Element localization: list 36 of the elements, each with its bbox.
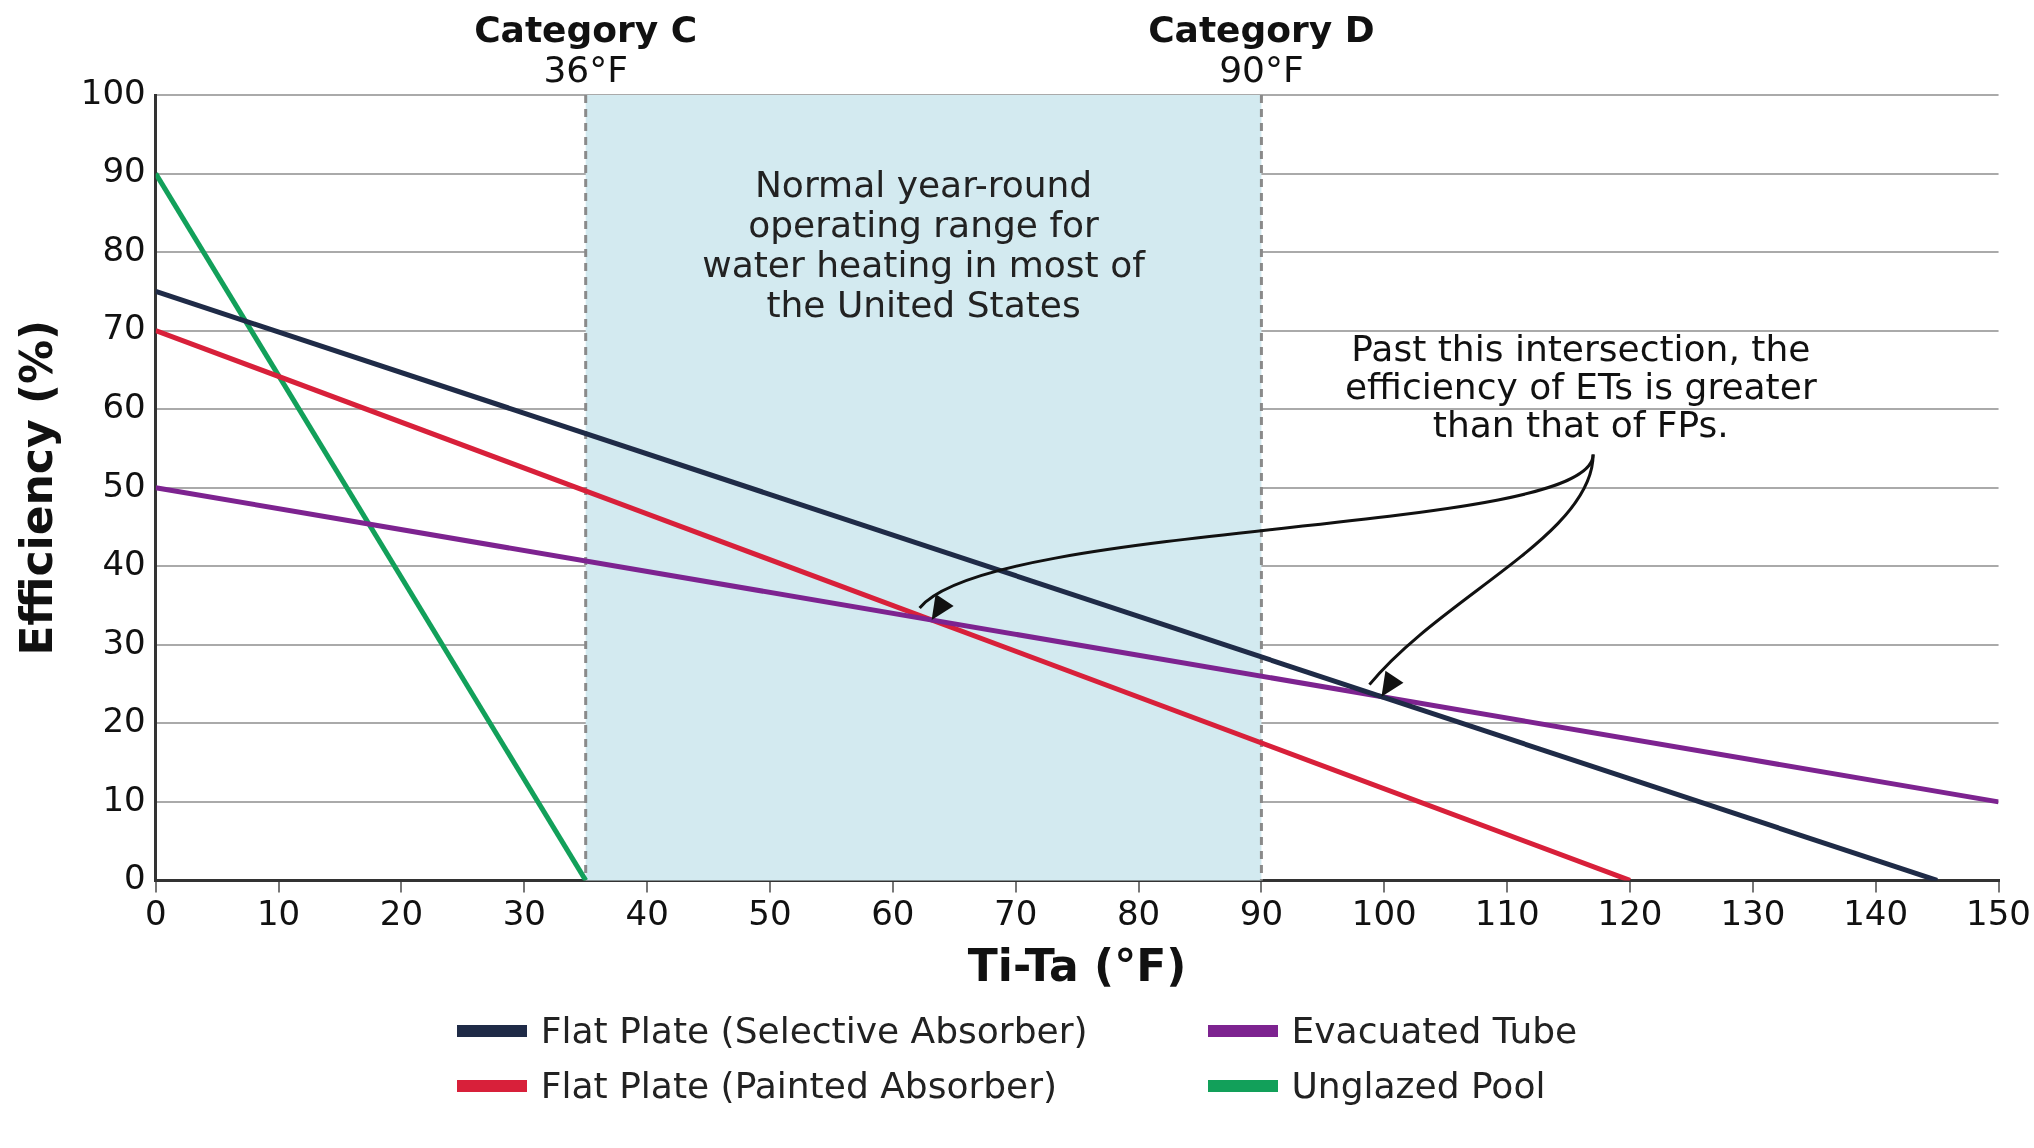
x-tick-label: 110 — [1474, 892, 1540, 933]
x-tick-label: 90 — [1239, 892, 1284, 933]
ref-line-label: Category C 36°F — [474, 9, 698, 91]
y-axis-title: Efficiency (%) — [10, 319, 62, 656]
x-tick-label: 20 — [379, 892, 424, 933]
x-tick-label: 130 — [1720, 892, 1786, 933]
y-tick-label: 60 — [102, 385, 146, 426]
legend-label: Flat Plate (Painted Absorber) — [540, 1065, 1058, 1106]
x-tick-label: 60 — [871, 892, 915, 933]
legend-label: Evacuated Tube — [1291, 1010, 1578, 1051]
y-tick-label: 50 — [102, 464, 146, 505]
y-tick-label: 40 — [102, 543, 146, 584]
x-tick-label: 10 — [256, 892, 301, 933]
x-tick-label: 150 — [1966, 892, 2032, 933]
y-tick-label: 90 — [102, 150, 146, 191]
y-tick-label: 100 — [80, 71, 146, 112]
y-tick-label: 20 — [102, 700, 146, 741]
legend-label: Unglazed Pool — [1291, 1065, 1546, 1106]
y-tick-label: 10 — [102, 778, 146, 819]
band-label: Normal year-round operating range for water heating in most of the United States — [702, 164, 1147, 326]
y-tick-label: 80 — [102, 228, 146, 269]
x-tick-label: 140 — [1843, 892, 1909, 933]
x-tick-label: 30 — [502, 892, 546, 933]
ref-line-label: Category D 90°F — [1148, 9, 1375, 91]
x-tick-label: 70 — [994, 892, 1038, 933]
legend-label: Flat Plate (Selective Absorber) — [540, 1010, 1088, 1051]
x-tick-label: 80 — [1116, 892, 1161, 933]
y-tick-label: 30 — [102, 621, 146, 662]
x-tick-label: 120 — [1597, 892, 1663, 933]
x-tick-label: 40 — [625, 892, 669, 933]
y-tick-label: 70 — [102, 307, 146, 348]
annotation: Past this intersection, the efficiency of ETs is greater than that of FPs. — [1344, 327, 1817, 445]
y-tick-label: 0 — [124, 857, 146, 898]
x-tick-label: 100 — [1351, 892, 1417, 933]
x-tick-label: 50 — [748, 892, 792, 933]
x-axis-title: Ti-Ta (°F) — [967, 940, 1187, 992]
